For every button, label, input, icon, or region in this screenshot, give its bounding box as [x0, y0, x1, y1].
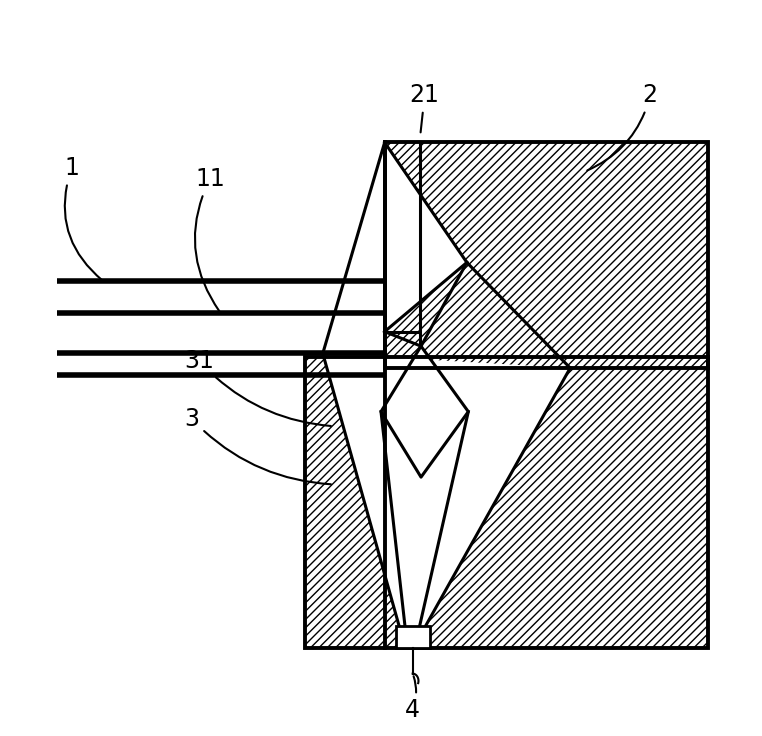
Bar — [305, 357, 709, 648]
Bar — [305, 357, 709, 648]
Polygon shape — [381, 346, 469, 477]
Text: 3: 3 — [184, 407, 331, 484]
Text: 11: 11 — [195, 167, 225, 311]
Bar — [385, 143, 709, 368]
Polygon shape — [385, 143, 467, 332]
Text: 4: 4 — [405, 676, 420, 722]
Bar — [385, 143, 709, 368]
Text: 1: 1 — [64, 156, 102, 280]
Text: 2: 2 — [588, 83, 658, 171]
Bar — [395, 626, 430, 648]
Polygon shape — [381, 411, 469, 626]
Text: 21: 21 — [410, 83, 440, 132]
Text: 31: 31 — [184, 349, 331, 426]
Polygon shape — [323, 353, 570, 626]
